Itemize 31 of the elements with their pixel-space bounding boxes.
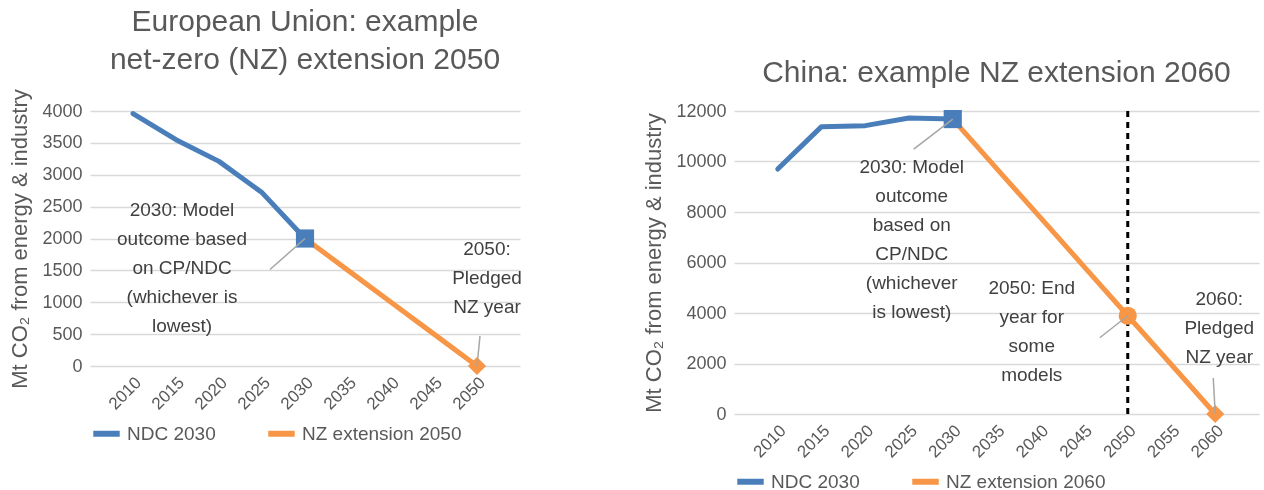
y-tick-label: 4000 — [42, 100, 83, 121]
y-tick-label: 12000 — [676, 100, 727, 121]
y-tick-label: 8000 — [686, 201, 727, 222]
y-tick-label: 3500 — [42, 132, 83, 153]
annotation: 2050: End year for some models — [988, 276, 1076, 385]
y-tick-label: 10000 — [676, 151, 727, 171]
legend-label: NDC 2030 — [771, 470, 860, 490]
chart-title: China: example NZ extension 2060 — [762, 55, 1231, 88]
annotation: 2030: Model outcome based on CP/NDC (whichever is lowest) — [117, 198, 247, 336]
y-tick-label: 4000 — [686, 302, 727, 323]
annotation: 2060: Pledged NZ year — [1184, 288, 1255, 367]
annotation: 2030: Model outcome based on CP/NDC (whichever is lowest) — [859, 156, 965, 323]
y-tick-label: 0 — [72, 355, 83, 376]
y-tick-label: 0 — [716, 403, 727, 424]
y-axis-title: Mt CO₂ from energy & industry — [641, 113, 667, 413]
point — [1118, 306, 1137, 325]
y-tick-label: 1000 — [42, 291, 83, 312]
legend-label: NDC 2030 — [127, 422, 216, 444]
legend-label: NZ extension 2060 — [946, 470, 1106, 490]
y-tick-label: 3000 — [42, 164, 83, 185]
point — [943, 110, 962, 129]
y-tick-label: 500 — [52, 323, 83, 344]
legend-label: NZ extension 2050 — [302, 422, 462, 444]
y-tick-label: 2000 — [686, 353, 727, 373]
annotation: 2050: Pledged NZ year — [452, 238, 522, 317]
y-tick-label: 2000 — [42, 228, 83, 248]
y-tick-label: 1500 — [42, 259, 83, 280]
y-tick-label: 6000 — [686, 252, 727, 272]
y-axis-title: Mt CO₂ from energy & industry — [7, 89, 33, 389]
chart-title: European Union: example net-zero (NZ) extension 2050 — [109, 3, 501, 75]
y-tick-label: 2500 — [42, 196, 83, 217]
